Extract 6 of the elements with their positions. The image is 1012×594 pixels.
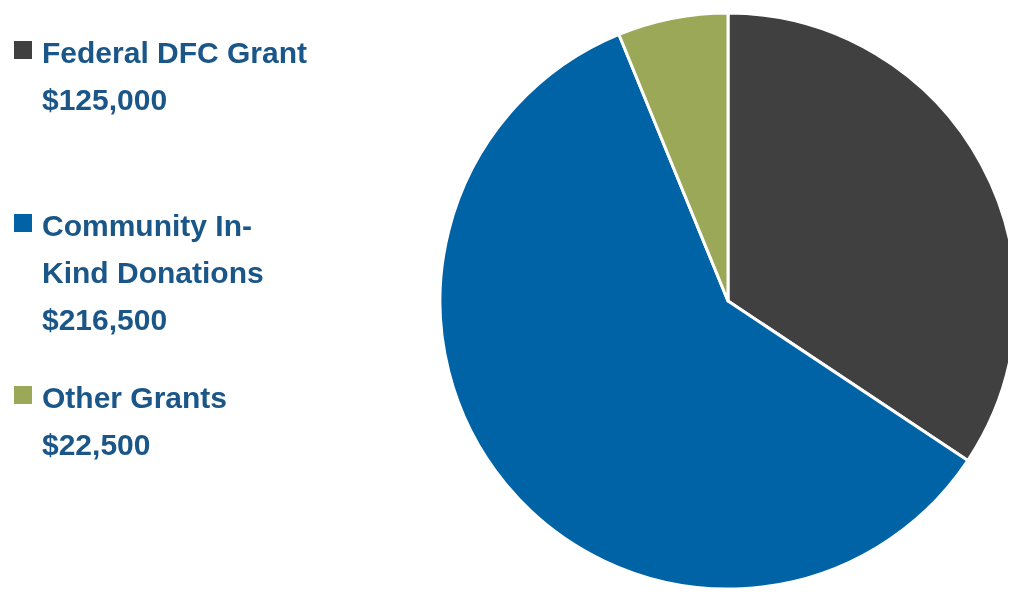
legend-label: Other Grants <box>42 381 228 414</box>
legend-label: Community In-Kind Donations <box>42 209 264 289</box>
data-label: $216,500 <box>42 303 168 336</box>
legend-label: Federal DFC Grant <box>42 36 308 69</box>
data-label: $125,000 <box>42 83 168 116</box>
data-label: $22,500 <box>42 428 151 461</box>
